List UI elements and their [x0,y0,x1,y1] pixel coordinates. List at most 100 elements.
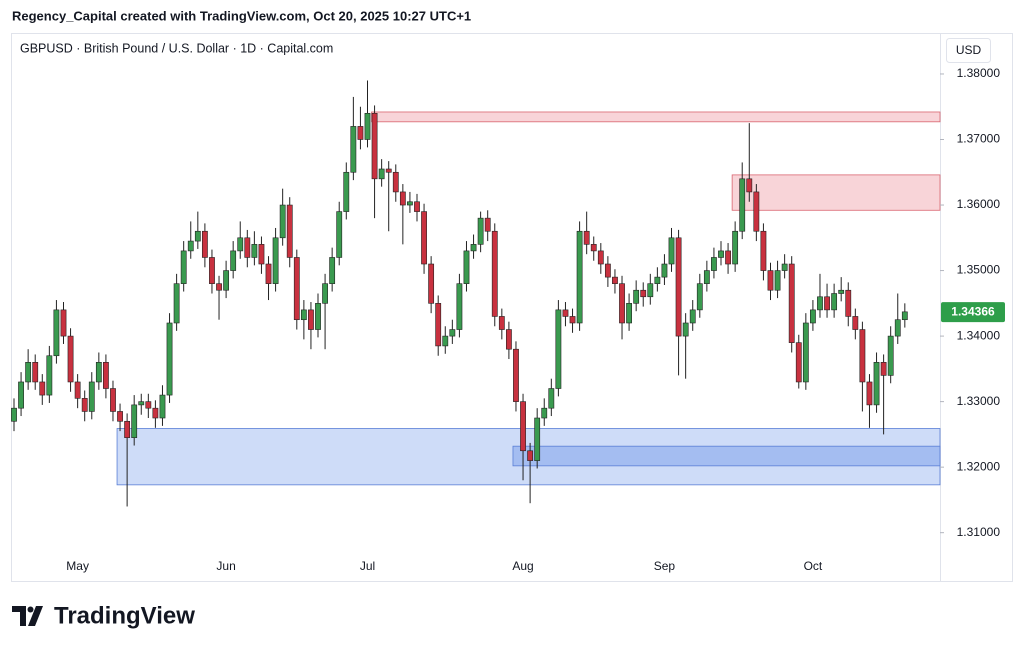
candle-body [633,289,640,304]
candle-body [223,270,229,291]
candle-body [166,322,173,396]
candle-body [788,263,795,343]
candle-body [470,244,477,252]
candle-body [491,230,498,317]
candle-body [604,263,611,278]
candle-body [569,316,576,324]
candle-body [520,401,526,452]
candle-body [265,263,272,284]
candle-body [661,263,668,278]
candle-body [385,168,392,173]
candle-body [244,237,251,258]
candle-body [824,296,830,311]
candle-body [110,388,116,412]
candle-body [67,335,74,383]
candle-body [25,362,32,383]
zone [512,445,941,467]
candle-body [88,381,95,412]
candle-body [831,293,838,311]
chart-frame [11,33,1013,582]
candle-body [612,276,618,284]
candle-body [442,335,449,347]
candle-body [81,398,88,412]
candle-body [159,394,166,419]
x-tick-label: Aug [512,559,533,573]
x-tick-label: Oct [804,559,823,573]
candle-body [286,204,293,258]
candle-body [689,309,696,324]
candle-body [802,322,809,383]
candle-body [838,289,845,294]
candle-body [746,178,753,193]
candle-body [810,309,816,324]
candle-body [421,211,427,265]
candle-body [703,270,710,284]
candle-body [774,270,781,291]
y-tick-label: 1.38000 [957,66,1001,80]
y-tick-label: 1.35000 [957,263,1001,277]
candle-body [760,230,767,271]
candle-body [767,270,774,291]
candle-body [414,201,420,212]
candle-body [95,362,102,383]
candle-body [456,283,463,330]
candle-body [46,355,53,396]
candle-body [378,168,385,180]
candle-body [753,191,760,232]
candle-body [696,283,703,311]
candle-body [619,283,625,324]
candle-body [173,283,180,324]
candle-body [357,126,364,140]
candle-body [230,250,237,271]
candle-body [343,171,350,212]
last-price-label: 1.34366 [951,304,995,318]
candle-body [449,329,456,337]
candle-body [209,257,215,284]
chart-subtitle: GBPUSD · British Pound / U.S. Dollar · 1… [20,41,333,55]
candle-body [300,309,307,321]
candle-body [138,401,145,406]
candle-body [308,309,314,330]
candle-body [640,289,647,298]
candle-body [513,348,519,402]
candle-body [845,289,852,317]
candle-body [725,250,731,265]
y-tick-label: 1.32000 [957,459,1001,473]
candle-body [124,420,131,438]
chart-title: Regency_Capital created with TradingView… [12,8,471,23]
candle-body [399,191,406,206]
candle-body [732,230,739,265]
candle-body [392,171,399,193]
candle-body [152,407,159,419]
brand-name: TradingView [54,602,195,629]
x-tick-label: Jun [216,559,235,573]
currency-label: USD [956,43,982,57]
candle-body [60,309,67,337]
candle-body [350,126,357,173]
candle-body [131,404,138,438]
y-tick-label: 1.33000 [957,394,1001,408]
candle-body [590,244,597,252]
candle-body [216,283,222,291]
zone [731,174,941,211]
candle-body [718,250,724,258]
candle-body [279,204,286,239]
currency-button[interactable] [946,38,991,63]
candle-body [668,237,675,265]
candle-body [781,263,788,271]
candle-body [428,263,435,304]
candle-body [682,322,689,337]
candle-body [18,381,24,409]
candle-body [597,250,604,265]
candle-body [505,329,512,350]
candle-body [711,257,717,271]
candle-body [103,362,109,389]
candle-body [117,411,123,422]
candle-body [852,316,859,330]
candle-body [534,417,541,461]
candle-body [675,237,682,337]
candle-body [527,450,534,461]
candle-body [435,303,442,347]
candle-body [887,335,894,376]
brand-logo: TradingView [12,602,195,629]
